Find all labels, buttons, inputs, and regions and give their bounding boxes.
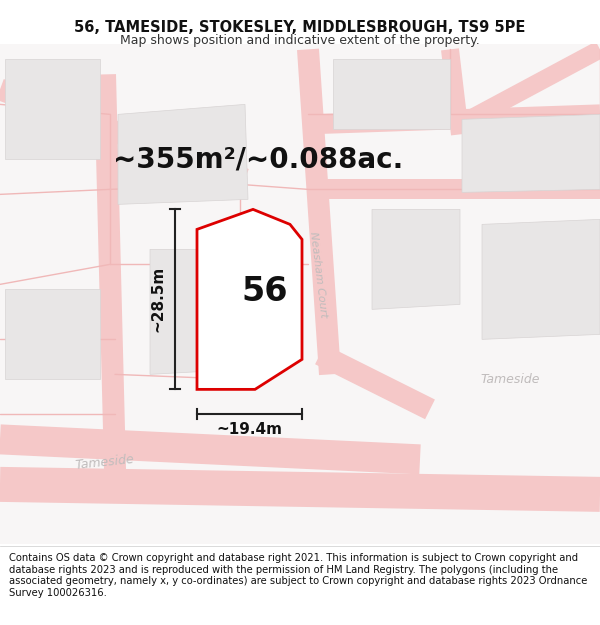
Polygon shape xyxy=(94,74,126,469)
Polygon shape xyxy=(482,219,600,339)
Polygon shape xyxy=(0,44,600,544)
Polygon shape xyxy=(0,79,249,190)
Text: Map shows position and indicative extent of the property.: Map shows position and indicative extent… xyxy=(120,34,480,47)
Polygon shape xyxy=(297,49,341,375)
Polygon shape xyxy=(315,344,435,419)
Polygon shape xyxy=(118,104,248,204)
Polygon shape xyxy=(150,249,240,374)
Polygon shape xyxy=(197,209,302,389)
Text: ~19.4m: ~19.4m xyxy=(217,422,283,437)
Polygon shape xyxy=(5,59,100,159)
Polygon shape xyxy=(462,114,600,192)
Polygon shape xyxy=(456,41,600,132)
Text: ~28.5m: ~28.5m xyxy=(150,266,165,332)
Polygon shape xyxy=(308,104,600,134)
Polygon shape xyxy=(5,289,100,379)
Polygon shape xyxy=(308,179,600,199)
Text: Tameside: Tameside xyxy=(75,452,135,472)
Polygon shape xyxy=(0,424,421,474)
Polygon shape xyxy=(0,467,600,512)
Text: Contains OS data © Crown copyright and database right 2021. This information is : Contains OS data © Crown copyright and d… xyxy=(9,553,587,598)
Polygon shape xyxy=(441,48,469,136)
Polygon shape xyxy=(372,209,460,309)
Text: ~355m²/~0.088ac.: ~355m²/~0.088ac. xyxy=(113,146,403,173)
Text: Tameside: Tameside xyxy=(480,373,540,386)
Text: 56, TAMESIDE, STOKESLEY, MIDDLESBROUGH, TS9 5PE: 56, TAMESIDE, STOKESLEY, MIDDLESBROUGH, … xyxy=(74,20,526,35)
Polygon shape xyxy=(333,59,450,129)
Text: Neasham Court: Neasham Court xyxy=(308,231,328,318)
Text: 56: 56 xyxy=(241,275,288,308)
